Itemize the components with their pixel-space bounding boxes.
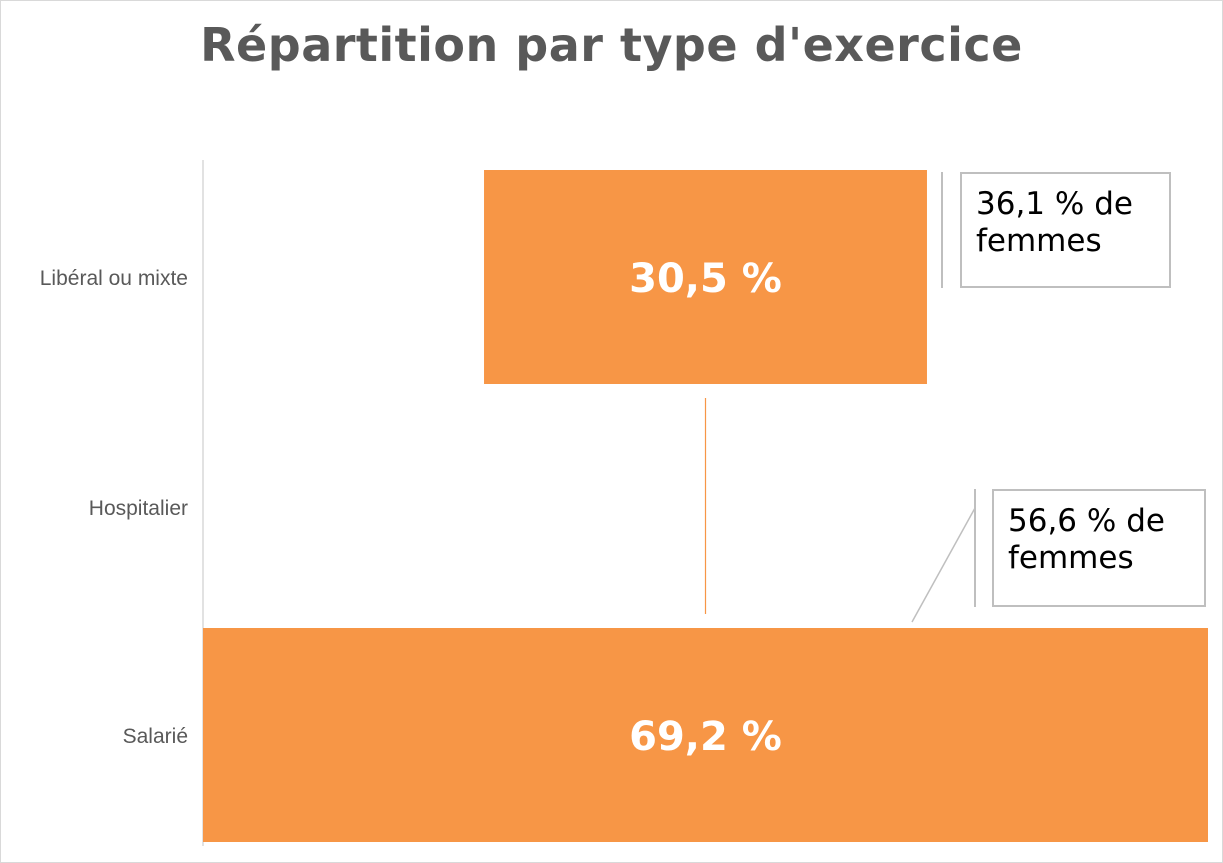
- category-label: Salarié: [123, 725, 188, 748]
- category-label: Libéral ou mixte: [40, 267, 188, 290]
- callout-box-liberal: 36,1 % de femmes: [960, 172, 1171, 288]
- category-label: Hospitalier: [89, 497, 188, 520]
- callout-leader-salarie: [911, 507, 976, 623]
- bar-value-label: 30,5 %: [629, 256, 782, 302]
- bar-value-label: 69,2 %: [629, 714, 782, 760]
- chart-title: Répartition par type d'exercice: [200, 18, 1023, 72]
- bar: [484, 170, 927, 384]
- callout-box-salarie: 56,6 % de femmes: [992, 489, 1206, 607]
- bar: [203, 628, 1208, 842]
